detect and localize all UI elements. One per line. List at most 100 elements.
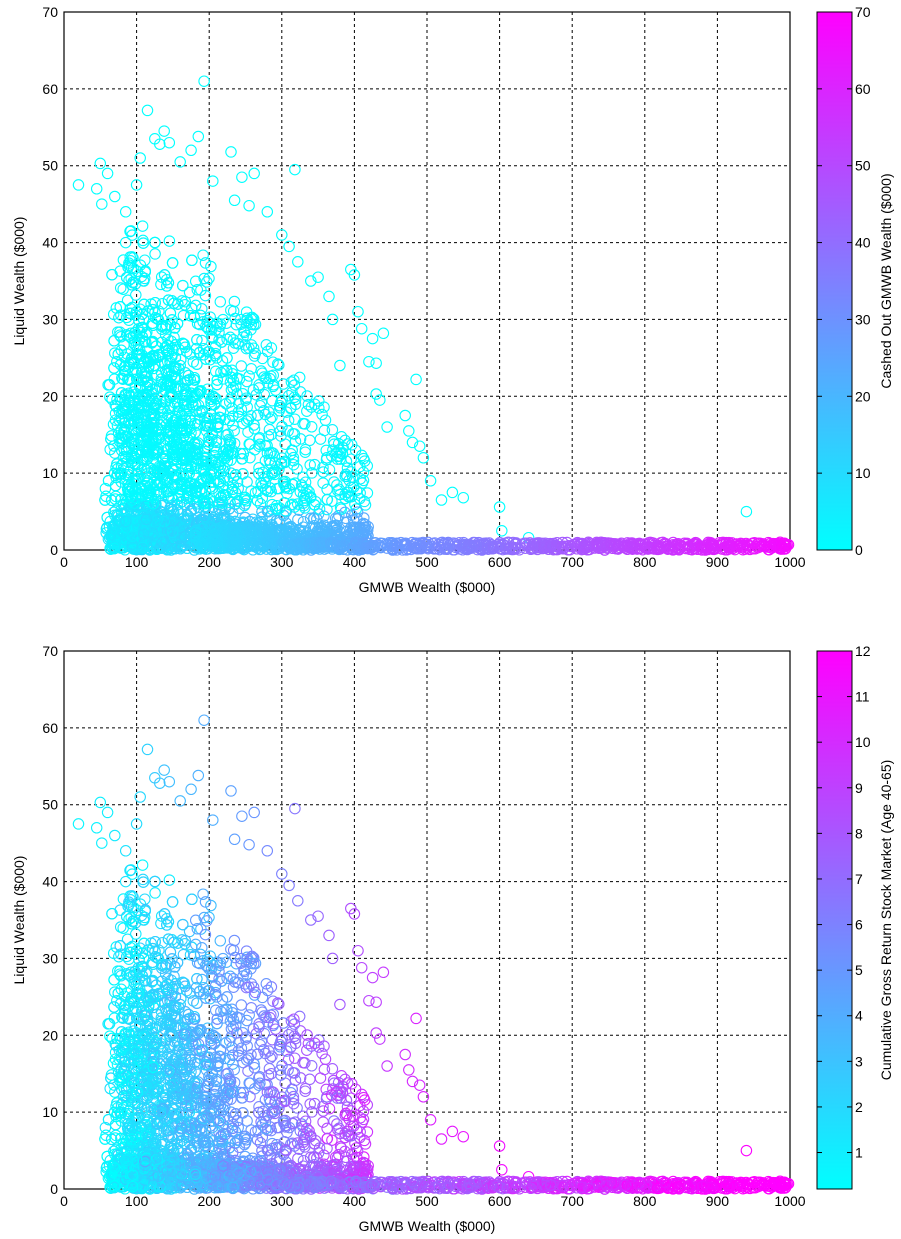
x-tick-label: 0: [60, 554, 68, 570]
x-tick-label: 400: [343, 554, 367, 570]
data-point: [228, 194, 241, 207]
colorbar-gradient-1: [816, 11, 853, 551]
data-point: [94, 157, 107, 170]
data-point: [183, 286, 196, 299]
data-point: [424, 475, 437, 487]
data-point: [370, 357, 382, 369]
data-point: [196, 334, 208, 347]
colorbar-tick-label: 10: [855, 465, 871, 481]
data-point: [111, 419, 124, 432]
data-point: [366, 332, 379, 345]
data-point: [326, 313, 339, 326]
x-tick-label: 900: [706, 554, 730, 570]
data-point: [236, 171, 248, 183]
data-point: [106, 393, 118, 406]
data-point: [406, 436, 419, 449]
data-point: [334, 359, 346, 372]
y-tick-label: 0: [50, 542, 58, 558]
data-point: [248, 167, 260, 180]
data-point: [237, 388, 249, 400]
x-tick-label: 600: [488, 554, 512, 570]
data-point: [163, 136, 176, 149]
x-tick-label: 800: [633, 554, 657, 570]
y-tick-label: 60: [42, 81, 58, 97]
data-point: [192, 130, 205, 143]
data-point: [101, 167, 114, 180]
y-tick-label: 10: [42, 465, 58, 481]
data-point: [370, 388, 382, 400]
data-point: [410, 373, 422, 386]
colorbar-tick-label: 60: [855, 81, 871, 97]
data-point: [231, 495, 244, 508]
data-point: [118, 339, 130, 351]
y-tick-label: 20: [42, 388, 58, 404]
colorbar-tick-label: 30: [855, 311, 871, 327]
colorbar-tick-label: 70: [855, 4, 871, 20]
data-point: [243, 199, 255, 212]
data-point: [158, 125, 170, 137]
data-point: [119, 236, 132, 249]
data-point: [323, 290, 335, 303]
x-tick-label: 700: [561, 554, 585, 570]
x-tick-label: 200: [198, 554, 222, 570]
y-tick-label: 50: [42, 158, 58, 174]
data-point: [198, 75, 210, 87]
data-point: [457, 491, 470, 504]
scatter-plot-2: 0 100 200 300 400 500 600 700 800 900 1000 0102030…: [11, 643, 806, 1234]
data-point: [289, 163, 301, 176]
data-point: [109, 190, 121, 203]
data-point: [352, 305, 364, 318]
data-point: [149, 248, 161, 260]
data-point: [305, 275, 317, 287]
data-point: [381, 421, 393, 433]
data-point: [119, 206, 132, 218]
data-point: [72, 179, 85, 191]
data-point: [126, 301, 139, 314]
data-point: [115, 344, 128, 357]
data-point: [206, 482, 218, 495]
data-point: [312, 271, 324, 283]
colorbar-tick-label: 50: [855, 158, 871, 174]
data-point: [446, 486, 459, 499]
data-points-1: [72, 75, 795, 556]
data-point: [130, 179, 143, 191]
data-point: [403, 425, 415, 437]
data-point: [493, 501, 506, 513]
data-point: [113, 311, 125, 324]
x-tick-labels-1: 0 100 200 300 400 500 600 700 800 900 1000: [60, 554, 806, 570]
data-point: [348, 269, 361, 281]
data-point: [435, 494, 448, 506]
colorbar-tick-label: 20: [855, 388, 871, 404]
data-point: [185, 144, 197, 157]
data-point: [134, 152, 146, 164]
data-point: [174, 156, 186, 168]
y-tick-label: 70: [42, 4, 58, 20]
data-point: [374, 394, 386, 406]
data-point: [283, 240, 295, 253]
data-point: [413, 440, 426, 452]
y-axis-label-1: Liquid Wealth ($000): [11, 217, 27, 346]
data-point: [90, 183, 103, 195]
data-point: [154, 138, 166, 150]
x-axis-label-1: GMWB Wealth ($000): [359, 579, 496, 595]
data-point: [276, 229, 288, 241]
data-point: [355, 322, 368, 335]
data-point: [248, 422, 261, 435]
colorbar-tick-label: 0: [855, 542, 863, 558]
data-point: [363, 355, 375, 368]
scatter-plot-1: 0 100 200 300 400 500 600 700 800 900 1000 0102030…: [11, 4, 806, 595]
data-point: [129, 381, 142, 393]
x-tick-label: 500: [415, 554, 439, 570]
data-point: [130, 289, 142, 301]
data-point: [399, 409, 411, 422]
data-point: [96, 198, 108, 210]
data-point: [225, 146, 237, 158]
data-point: [141, 104, 154, 117]
data-point: [207, 175, 219, 187]
x-tick-label: 300: [270, 554, 294, 570]
data-point: [496, 525, 508, 537]
data-point: [377, 327, 390, 340]
